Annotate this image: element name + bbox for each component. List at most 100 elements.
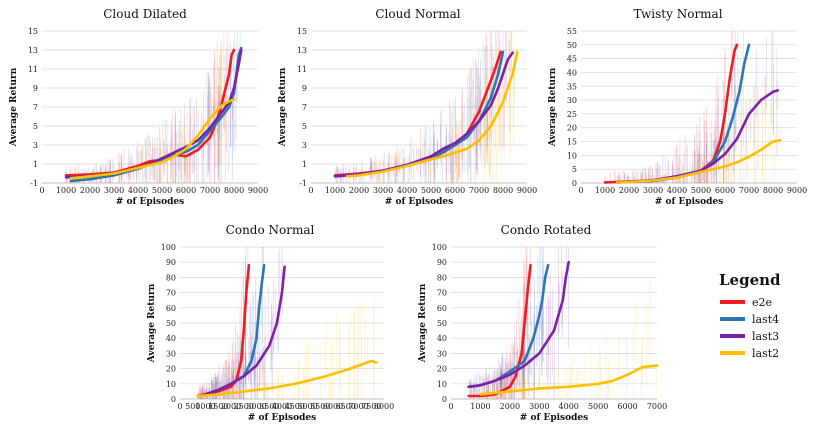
chart-0-ytick-label: 3 xyxy=(33,141,38,150)
chart-3-xtick-label: 3500 xyxy=(259,402,279,411)
chart-2-xtick-label: 6000 xyxy=(715,186,735,195)
chart-3-xtick-label: 4000 xyxy=(272,402,292,411)
chart-1-xtick-label: 6000 xyxy=(445,186,465,195)
chart-0-ytick-label: 7 xyxy=(33,103,38,112)
chart-3-ylabel: Average Return xyxy=(147,283,157,363)
chart-3-ytick-label: 0 xyxy=(171,395,176,404)
chart-3-ytick-label: 90 xyxy=(166,258,176,267)
chart-4-xtick-label: 2000 xyxy=(500,402,520,411)
chart-3-xtick-label: 2000 xyxy=(221,402,241,411)
chart-3-xtick-label: 6500 xyxy=(336,402,356,411)
chart-0-xtick-label: 5000 xyxy=(152,186,172,195)
chart-4-xtick-label: 5000 xyxy=(588,402,608,411)
chart-1-title: Cloud Normal xyxy=(375,7,460,21)
chart-3-ytick-label: 50 xyxy=(166,319,176,328)
chart-0-ytick-label: 13 xyxy=(28,46,38,55)
chart-3-xtick-label: 6000 xyxy=(323,402,343,411)
chart-2-ytick-label: 35 xyxy=(567,82,577,91)
chart-0-xtick-label: 1000 xyxy=(56,186,76,195)
chart-4-ytick-label: 10 xyxy=(437,380,447,389)
chart-3-ytick-label: 10 xyxy=(166,380,176,389)
chart-0-xtick-label: 2000 xyxy=(80,186,100,195)
chart-3-ytick-label: 60 xyxy=(166,304,176,313)
chart-4-ytick-label: 40 xyxy=(437,334,447,343)
chart-3-xtick-label: 4500 xyxy=(285,402,305,411)
chart-4-series-last2 xyxy=(479,364,659,396)
chart-3-ytick-label: 30 xyxy=(166,349,176,358)
chart-3-ytick-label: 70 xyxy=(166,289,176,298)
chart-2-ytick-label: 55 xyxy=(567,27,577,36)
chart-0-xtick-label: 3000 xyxy=(104,186,124,195)
chart-0-title: Cloud Dilated xyxy=(103,7,187,21)
chart-4-ytick-label: 50 xyxy=(437,319,447,328)
chart-0-ytick-label: 11 xyxy=(28,65,38,74)
chart-1-ytick-label: 13 xyxy=(297,46,307,55)
chart-4-ytick-label: 60 xyxy=(437,304,447,313)
chart-3-xtick-label: 1500 xyxy=(208,402,228,411)
chart-2-xtick-label: 8000 xyxy=(763,186,783,195)
chart-1-ytick-label: 9 xyxy=(302,84,307,93)
chart-2-xtick-label: 9000 xyxy=(787,186,807,195)
chart-4-series-last3 xyxy=(467,260,571,389)
chart-4-series-e2e xyxy=(467,263,532,398)
chart-0-ytick-label: 5 xyxy=(33,122,38,131)
chart-3-series-last2 xyxy=(196,359,378,398)
chart-2-ytick-label: 45 xyxy=(567,55,577,64)
chart-3-series-last3 xyxy=(196,265,286,398)
chart-4-ytick-label: 30 xyxy=(437,349,447,358)
chart-1-ytick-label: -1 xyxy=(299,179,307,188)
chart-2-ytick-label: 20 xyxy=(567,124,577,133)
chart-0-xtick-label: 7000 xyxy=(200,186,220,195)
chart-4-title: Condo Rotated xyxy=(501,223,592,237)
chart-1-xtick-label: 1000 xyxy=(325,186,345,195)
chart-4-xtick-label: 0 xyxy=(448,402,453,411)
chart-3-xtick-label: 8000 xyxy=(374,402,394,411)
chart-2-series-last2 xyxy=(615,138,782,184)
chart-twisty-normal: Twisty Normal 0 5 10 15 20 25 30 35 40 45 50 55 0 1000… xyxy=(548,7,807,207)
chart-3-ytick-label: 40 xyxy=(166,334,176,343)
legend-label-last2: last2 xyxy=(752,347,779,360)
chart-3-xlabel: # of Episodes xyxy=(248,413,316,423)
chart-2-raw-returns xyxy=(604,31,780,183)
chart-4-ylabel: Average Return xyxy=(418,283,428,363)
chart-2-xtick-label: 0 xyxy=(578,186,583,195)
chart-0-ytick-label: -1 xyxy=(30,179,38,188)
chart-4-xtick-label: 4000 xyxy=(559,402,579,411)
chart-4-xlabel: # of Episodes xyxy=(520,413,588,423)
chart-1-xtick-label: 0 xyxy=(308,186,313,195)
chart-3-xtick-label: 1000 xyxy=(195,402,215,411)
chart-3-xtick-label: 7000 xyxy=(348,402,368,411)
legend-label-last3: last3 xyxy=(752,330,779,343)
chart-4-ytick-label: 0 xyxy=(442,395,447,404)
legend-title: Legend xyxy=(719,271,781,289)
chart-1-ytick-label: 3 xyxy=(302,141,307,150)
chart-0-ylabel: Average Return xyxy=(9,67,19,147)
chart-4-xtick-label: 3000 xyxy=(529,402,549,411)
chart-1-ytick-label: 7 xyxy=(302,103,307,112)
chart-0-xtick-label: 8000 xyxy=(224,186,244,195)
chart-3-xtick-label: 3000 xyxy=(246,402,266,411)
chart-4-xtick-label: 6000 xyxy=(617,402,637,411)
chart-0-series-last2 xyxy=(69,98,236,180)
chart-4-ytick-label: 80 xyxy=(437,273,447,282)
chart-0-series-e2e xyxy=(64,48,236,177)
chart-0-ytick-label: 9 xyxy=(33,84,38,93)
chart-2-ylabel: Average Return xyxy=(548,67,558,147)
chart-2-ytick-label: 25 xyxy=(567,110,577,119)
chart-0-xtick-label: 4000 xyxy=(128,186,148,195)
chart-2-ytick-label: 15 xyxy=(567,138,577,147)
legend-label-e2e: e2e xyxy=(752,296,772,309)
chart-2-xtick-label: 4000 xyxy=(667,186,687,195)
chart-0-xlabel: # of Episodes xyxy=(116,197,184,207)
chart-3-xtick-label: 2500 xyxy=(234,402,254,411)
chart-2-ytick-label: 0 xyxy=(572,179,577,188)
chart-0-xtick-label: 6000 xyxy=(176,186,196,195)
chart-1-xlabel: # of Episodes xyxy=(385,197,453,207)
chart-2-ytick-label: 40 xyxy=(567,68,577,77)
chart-0-ytick-label: 15 xyxy=(28,27,38,36)
chart-1-xtick-label: 3000 xyxy=(373,186,393,195)
chart-1-ylabel: Average Return xyxy=(278,67,288,147)
chart-4-ytick-label: 90 xyxy=(437,258,447,267)
chart-1-series-last2 xyxy=(345,50,519,178)
